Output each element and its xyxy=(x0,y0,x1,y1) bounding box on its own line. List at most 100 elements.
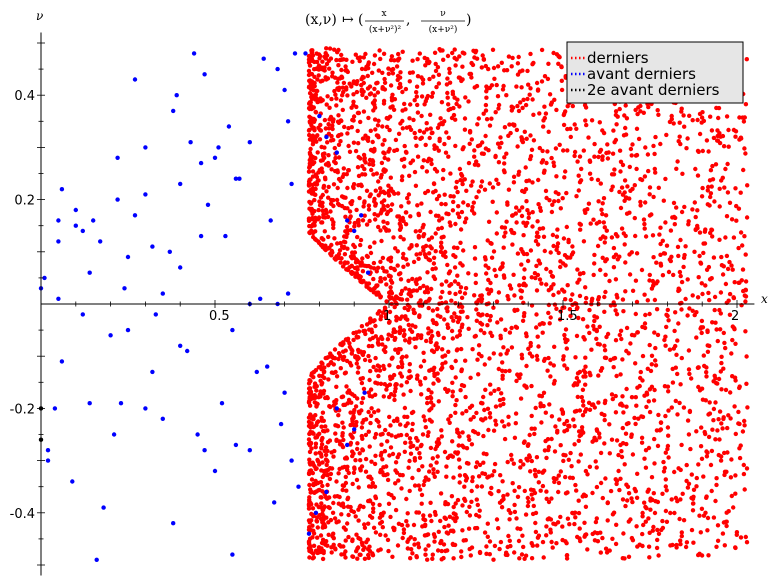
point-derniers xyxy=(653,358,658,363)
point-derniers xyxy=(576,379,581,384)
point-derniers xyxy=(399,177,405,183)
point-derniers xyxy=(580,317,586,322)
point-derniers xyxy=(576,173,581,178)
point-derniers xyxy=(743,299,748,304)
point-derniers xyxy=(663,343,668,348)
point-derniers xyxy=(649,286,655,291)
point-derniers xyxy=(614,122,619,127)
point-derniers xyxy=(737,446,742,451)
point-derniers xyxy=(546,129,551,134)
point-derniers xyxy=(429,161,434,167)
point-derniers xyxy=(634,251,640,256)
point-derniers xyxy=(546,447,551,453)
point-derniers xyxy=(596,373,601,378)
point-derniers xyxy=(704,365,709,370)
point-derniers xyxy=(652,166,657,172)
point-derniers xyxy=(567,423,572,428)
point-derniers xyxy=(483,63,488,69)
point-derniers xyxy=(707,297,712,303)
point-derniers xyxy=(530,497,535,502)
point-derniers xyxy=(359,66,365,72)
point-derniers xyxy=(390,104,395,109)
point-derniers xyxy=(655,537,660,543)
point-derniers xyxy=(435,306,440,312)
point-derniers xyxy=(518,372,523,377)
point-avant-derniers xyxy=(306,531,312,536)
point-derniers xyxy=(598,267,603,273)
point-derniers xyxy=(705,528,710,533)
point-derniers xyxy=(451,245,457,250)
point-derniers xyxy=(399,486,404,491)
point-derniers xyxy=(351,337,356,343)
point-derniers xyxy=(312,236,318,242)
point-derniers xyxy=(338,178,343,184)
point-derniers xyxy=(380,342,385,347)
point-derniers xyxy=(651,143,656,149)
point-derniers xyxy=(439,235,444,240)
point-derniers xyxy=(550,232,556,238)
point-derniers xyxy=(363,51,368,57)
point-derniers xyxy=(348,214,353,219)
point-derniers xyxy=(679,442,684,448)
point-derniers xyxy=(613,338,619,343)
point-derniers xyxy=(466,99,471,104)
point-derniers xyxy=(419,94,425,99)
point-derniers xyxy=(663,450,668,455)
point-derniers xyxy=(384,282,389,287)
point-derniers xyxy=(474,460,480,465)
point-derniers xyxy=(717,237,722,242)
point-derniers xyxy=(381,101,387,106)
point-derniers xyxy=(672,510,677,516)
point-derniers xyxy=(387,453,392,458)
point-derniers xyxy=(681,405,687,410)
point-derniers xyxy=(369,327,374,332)
point-derniers xyxy=(457,473,463,478)
point-derniers xyxy=(693,166,698,172)
point-derniers xyxy=(410,551,415,556)
point-derniers xyxy=(395,543,401,548)
point-derniers xyxy=(501,396,506,402)
point-derniers xyxy=(345,336,351,341)
point-derniers xyxy=(378,259,383,264)
point-derniers xyxy=(359,464,365,469)
point-derniers xyxy=(310,523,315,528)
point-derniers xyxy=(741,462,746,468)
point-derniers xyxy=(442,141,447,147)
point-derniers xyxy=(435,65,441,70)
point-derniers xyxy=(591,402,596,407)
point-derniers xyxy=(427,296,432,302)
legend-box xyxy=(566,41,744,104)
point-derniers xyxy=(544,160,549,166)
point-derniers xyxy=(559,78,564,84)
point-derniers xyxy=(322,448,327,454)
point-derniers xyxy=(344,358,350,364)
point-derniers xyxy=(380,124,385,129)
point-derniers xyxy=(689,472,694,477)
point-derniers xyxy=(554,174,559,179)
point-avant-derniers xyxy=(56,239,61,244)
point-derniers xyxy=(425,557,430,562)
point-derniers xyxy=(364,64,369,70)
point-derniers xyxy=(680,171,685,176)
point-derniers xyxy=(350,348,355,353)
point-derniers xyxy=(572,424,577,429)
point-derniers xyxy=(316,395,321,400)
point-derniers xyxy=(727,259,732,265)
point-avant-derniers xyxy=(334,406,339,411)
point-derniers xyxy=(623,132,629,137)
point-derniers xyxy=(587,464,593,469)
point-derniers xyxy=(674,352,679,357)
point-derniers xyxy=(515,372,520,377)
point-derniers xyxy=(381,347,387,353)
point-derniers xyxy=(605,518,610,523)
point-derniers xyxy=(649,212,654,217)
point-derniers xyxy=(527,432,532,438)
point-derniers xyxy=(580,399,586,404)
title-numerator-1: x xyxy=(381,9,386,19)
point-derniers xyxy=(704,138,710,143)
point-derniers xyxy=(324,77,329,82)
point-derniers xyxy=(352,224,357,229)
point-derniers xyxy=(383,427,388,433)
point-derniers xyxy=(691,487,697,492)
point-derniers xyxy=(563,474,568,480)
